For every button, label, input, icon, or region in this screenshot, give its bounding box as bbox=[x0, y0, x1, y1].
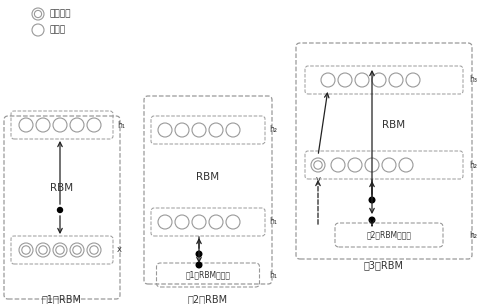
Circle shape bbox=[348, 158, 362, 172]
Circle shape bbox=[406, 73, 420, 87]
Circle shape bbox=[36, 243, 50, 257]
Circle shape bbox=[338, 73, 352, 87]
Circle shape bbox=[32, 24, 44, 36]
Circle shape bbox=[56, 246, 64, 254]
Text: RBM: RBM bbox=[382, 120, 405, 130]
Circle shape bbox=[365, 158, 379, 172]
Circle shape bbox=[372, 73, 386, 87]
Circle shape bbox=[70, 243, 84, 257]
Circle shape bbox=[226, 215, 240, 229]
Circle shape bbox=[314, 161, 322, 169]
Circle shape bbox=[87, 243, 101, 257]
Text: h₁: h₁ bbox=[269, 271, 277, 279]
Circle shape bbox=[399, 158, 413, 172]
Circle shape bbox=[196, 251, 202, 257]
Text: 第3个RBM: 第3个RBM bbox=[364, 260, 404, 270]
Circle shape bbox=[53, 243, 67, 257]
Circle shape bbox=[196, 262, 202, 268]
Circle shape bbox=[175, 123, 189, 137]
Circle shape bbox=[369, 217, 375, 223]
Circle shape bbox=[331, 158, 345, 172]
Text: h₁: h₁ bbox=[269, 217, 277, 226]
Circle shape bbox=[175, 215, 189, 229]
Text: x: x bbox=[117, 246, 122, 254]
Circle shape bbox=[39, 246, 47, 254]
Text: h₁: h₁ bbox=[117, 120, 125, 130]
Text: 第2个RBM: 第2个RBM bbox=[188, 294, 228, 304]
Circle shape bbox=[53, 118, 67, 132]
Circle shape bbox=[226, 123, 240, 137]
Text: RBM: RBM bbox=[196, 172, 220, 182]
Circle shape bbox=[32, 8, 44, 20]
Text: 可见单元: 可见单元 bbox=[50, 9, 72, 19]
Circle shape bbox=[355, 73, 369, 87]
Circle shape bbox=[36, 118, 50, 132]
Text: 第1个RBM的输出: 第1个RBM的输出 bbox=[185, 271, 231, 279]
Text: h₃: h₃ bbox=[469, 75, 477, 85]
Circle shape bbox=[209, 215, 223, 229]
Circle shape bbox=[209, 123, 223, 137]
Circle shape bbox=[34, 10, 42, 18]
Text: h₂: h₂ bbox=[469, 230, 477, 240]
Circle shape bbox=[22, 246, 30, 254]
Circle shape bbox=[311, 158, 325, 172]
Circle shape bbox=[70, 118, 84, 132]
Circle shape bbox=[382, 158, 396, 172]
Circle shape bbox=[192, 123, 206, 137]
Circle shape bbox=[369, 197, 375, 203]
Circle shape bbox=[57, 208, 63, 212]
Circle shape bbox=[389, 73, 403, 87]
Circle shape bbox=[73, 246, 81, 254]
Text: RBM: RBM bbox=[50, 183, 74, 193]
Text: 第1个RBM: 第1个RBM bbox=[42, 294, 82, 304]
Circle shape bbox=[192, 215, 206, 229]
Text: h₂: h₂ bbox=[469, 161, 477, 170]
Circle shape bbox=[321, 73, 335, 87]
Circle shape bbox=[19, 118, 33, 132]
Text: y: y bbox=[316, 174, 321, 184]
Circle shape bbox=[87, 118, 101, 132]
Circle shape bbox=[158, 215, 172, 229]
Text: h₂: h₂ bbox=[269, 126, 277, 134]
Text: 隐单元: 隐单元 bbox=[50, 26, 66, 34]
Circle shape bbox=[19, 243, 33, 257]
Text: 第2个RBM的输出: 第2个RBM的输出 bbox=[367, 230, 411, 240]
Circle shape bbox=[158, 123, 172, 137]
Circle shape bbox=[90, 246, 98, 254]
